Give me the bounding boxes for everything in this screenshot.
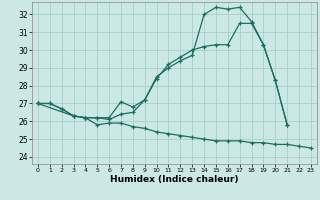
X-axis label: Humidex (Indice chaleur): Humidex (Indice chaleur) [110,175,239,184]
